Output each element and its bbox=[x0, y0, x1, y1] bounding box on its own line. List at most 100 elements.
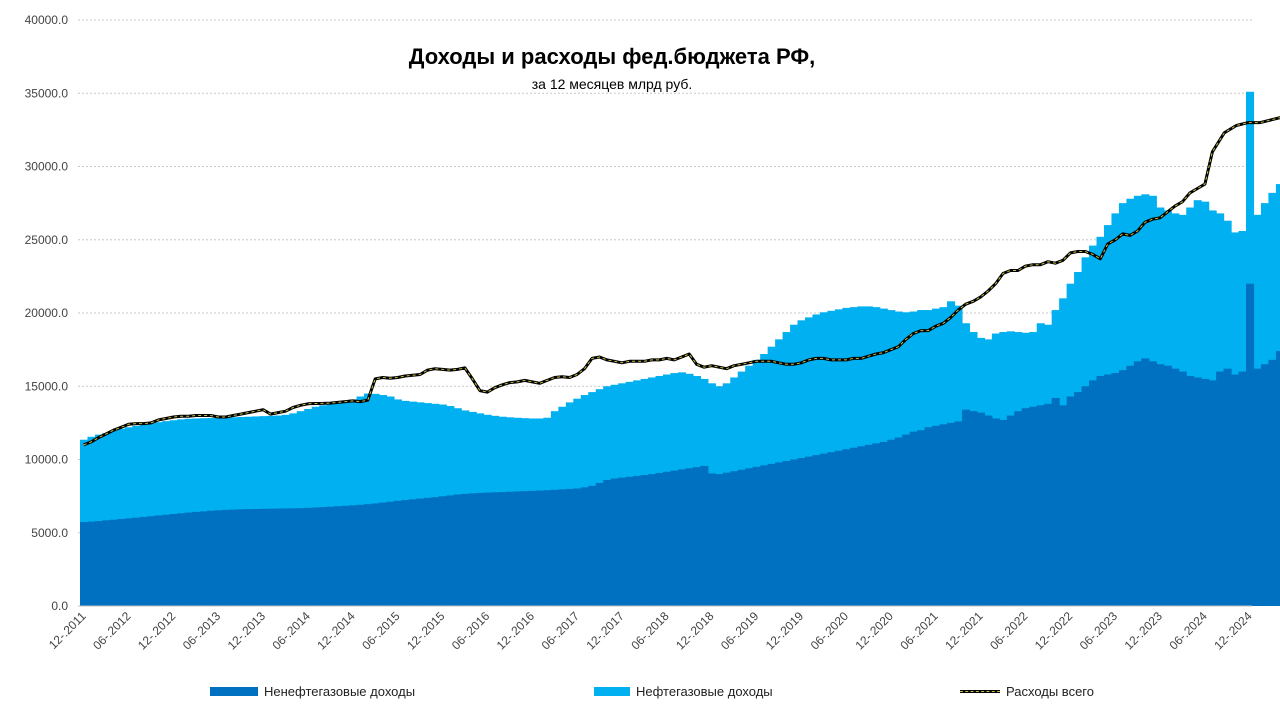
oil-revenue-bar bbox=[102, 433, 111, 606]
x-tick-label: 12-.2023 bbox=[1122, 609, 1166, 653]
x-tick-label: 06-.2020 bbox=[808, 609, 852, 653]
non-oil-revenue-bar bbox=[177, 513, 186, 606]
non-oil-revenue-bar bbox=[393, 500, 402, 606]
non-oil-revenue-bar bbox=[618, 477, 627, 606]
non-oil-revenue-bar bbox=[939, 424, 948, 606]
non-oil-revenue-bar bbox=[364, 504, 373, 606]
oil-revenue-bar bbox=[304, 408, 313, 606]
non-oil-revenue-bar bbox=[1089, 380, 1098, 606]
non-oil-revenue-bar bbox=[782, 460, 791, 606]
non-oil-revenue-bar bbox=[872, 443, 881, 606]
legend-label-spending: Расходы всего bbox=[1006, 684, 1094, 699]
non-oil-revenue-bar bbox=[266, 508, 275, 606]
x-tick: 12-.2019 bbox=[763, 609, 807, 653]
x-axis: 12-.2011 06-.2012 12-.2012 06-.2013 12-.2013… bbox=[46, 609, 1255, 653]
non-oil-revenue-bar bbox=[1133, 361, 1142, 606]
non-oil-revenue-bar bbox=[274, 508, 283, 606]
non-oil-revenue-bar bbox=[1231, 374, 1240, 606]
non-oil-revenue-bar bbox=[341, 505, 350, 606]
legend-label-non-oil: Ненефтегазовые доходы bbox=[264, 684, 416, 699]
non-oil-revenue-bar bbox=[1171, 368, 1180, 606]
non-oil-revenue-bar bbox=[969, 411, 978, 606]
non-oil-revenue-bar bbox=[236, 509, 246, 606]
non-oil-revenue-bar bbox=[1186, 375, 1195, 606]
non-oil-revenue-bar bbox=[476, 492, 485, 606]
non-oil-revenue-bar bbox=[259, 508, 268, 606]
legend-item-non-oil: Ненефтегазовые доходы bbox=[210, 684, 415, 699]
non-oil-revenue-bar bbox=[1081, 386, 1090, 606]
non-oil-revenue-bar bbox=[461, 493, 470, 606]
x-tick: 06-.2019 bbox=[718, 609, 762, 653]
x-tick: 12-.2020 bbox=[853, 609, 897, 653]
oil-revenue-bar bbox=[162, 421, 171, 606]
x-tick-label: 06-.2013 bbox=[180, 609, 224, 653]
non-oil-revenue-bar bbox=[1044, 403, 1053, 606]
non-oil-revenue-bar bbox=[1006, 415, 1015, 606]
non-oil-revenue-bar bbox=[214, 510, 223, 606]
x-tick-label: 06-.2017 bbox=[539, 609, 583, 653]
non-oil-revenue-bar bbox=[132, 517, 141, 606]
spending-line-dash bbox=[83, 117, 1280, 446]
oil-revenue-bar bbox=[326, 403, 335, 606]
non-oil-revenue-bar bbox=[281, 508, 290, 606]
y-axis: 0.0 5000.0 10000.0 15000.0 20000.0 25000.0 300… bbox=[25, 13, 1252, 613]
non-oil-revenue-bar bbox=[401, 500, 410, 606]
non-oil-revenue-bar bbox=[1260, 364, 1270, 606]
x-tick: 12-.2015 bbox=[404, 609, 448, 653]
non-oil-revenue-bar bbox=[775, 462, 784, 606]
non-oil-revenue-bar bbox=[326, 506, 335, 606]
non-oil-revenue-bar bbox=[790, 459, 799, 606]
non-oil-revenue-series bbox=[80, 283, 1280, 606]
non-oil-revenue-bar bbox=[745, 468, 754, 606]
non-oil-revenue-bar bbox=[692, 467, 701, 606]
legend-swatch-oil bbox=[594, 687, 630, 696]
non-oil-revenue-bar bbox=[311, 507, 320, 606]
non-oil-revenue-bar bbox=[730, 471, 739, 606]
oil-revenue-bar bbox=[311, 406, 320, 606]
non-oil-revenue-bar bbox=[1156, 364, 1165, 606]
oil-revenue-bar bbox=[147, 423, 156, 606]
non-oil-revenue-bar bbox=[408, 499, 417, 606]
non-oil-revenue-bar bbox=[169, 513, 178, 606]
non-oil-revenue-bar bbox=[356, 504, 365, 606]
x-tick: 12-.2016 bbox=[494, 609, 538, 653]
legend-item-spending: Расходы всего bbox=[960, 684, 1094, 699]
non-oil-revenue-bar bbox=[1253, 368, 1262, 606]
x-tick: 12-.2014 bbox=[314, 609, 358, 653]
non-oil-revenue-bar bbox=[1118, 370, 1128, 606]
legend-label-oil: Нефтегазовые доходы bbox=[636, 684, 773, 699]
non-oil-revenue-bar bbox=[1238, 371, 1247, 606]
non-oil-revenue-bar bbox=[685, 468, 694, 606]
non-oil-revenue-bar bbox=[588, 485, 597, 606]
non-oil-revenue-bar bbox=[1066, 396, 1075, 606]
non-oil-revenue-bar bbox=[378, 502, 388, 606]
non-oil-revenue-bar bbox=[917, 430, 926, 606]
oil-revenue-bar bbox=[109, 430, 118, 606]
non-oil-revenue-bar bbox=[438, 496, 447, 606]
non-oil-revenue-bar bbox=[663, 471, 672, 606]
non-oil-revenue-bar bbox=[117, 518, 126, 606]
non-oil-revenue-bar bbox=[124, 518, 133, 606]
x-tick: 06-.2020 bbox=[808, 609, 852, 653]
non-oil-revenue-bar bbox=[625, 476, 634, 606]
non-oil-revenue-bar bbox=[251, 509, 260, 606]
x-tick-label: 12-.2015 bbox=[404, 609, 448, 653]
non-oil-revenue-bar bbox=[199, 511, 208, 606]
oil-revenue-bar bbox=[124, 427, 133, 606]
non-oil-revenue-bar bbox=[670, 470, 679, 606]
non-oil-revenue-bar bbox=[640, 475, 649, 606]
x-tick: 12-.2022 bbox=[1032, 609, 1076, 653]
non-oil-revenue-bar bbox=[1014, 411, 1023, 606]
x-tick: 06-.2021 bbox=[897, 609, 941, 653]
non-oil-revenue-bar bbox=[580, 487, 589, 606]
non-oil-revenue-bar bbox=[633, 475, 642, 606]
non-oil-revenue-bar bbox=[1246, 283, 1255, 606]
non-oil-revenue-bar bbox=[535, 490, 545, 606]
x-tick: 12-.2024 bbox=[1211, 609, 1255, 653]
x-tick-label: 12-.2014 bbox=[314, 609, 358, 653]
non-oil-revenue-bar bbox=[416, 498, 425, 606]
non-oil-revenue-bar bbox=[1036, 405, 1045, 606]
non-oil-revenue-bar bbox=[1163, 365, 1172, 606]
x-tick: 06-.2024 bbox=[1166, 609, 1210, 653]
non-oil-revenue-bar bbox=[229, 509, 238, 606]
